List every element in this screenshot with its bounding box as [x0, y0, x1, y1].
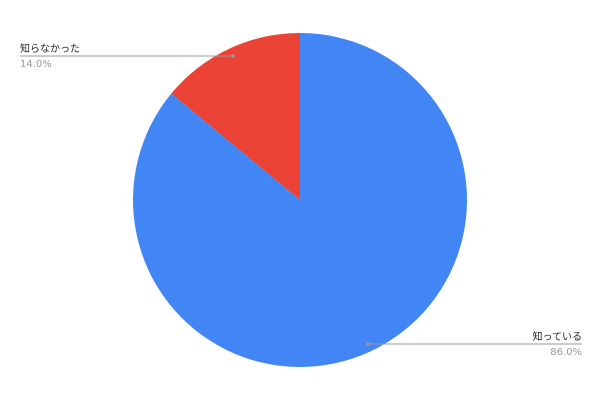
leader-dot — [231, 54, 235, 58]
pie-slice — [171, 33, 300, 200]
leader-dot — [366, 342, 370, 346]
slice-label: 知っている — [533, 330, 583, 343]
slice-percent-label: 14.0% — [20, 59, 52, 70]
slice-percent-label: 86.0% — [550, 347, 582, 358]
slice-label: 知らなかった — [20, 42, 80, 55]
